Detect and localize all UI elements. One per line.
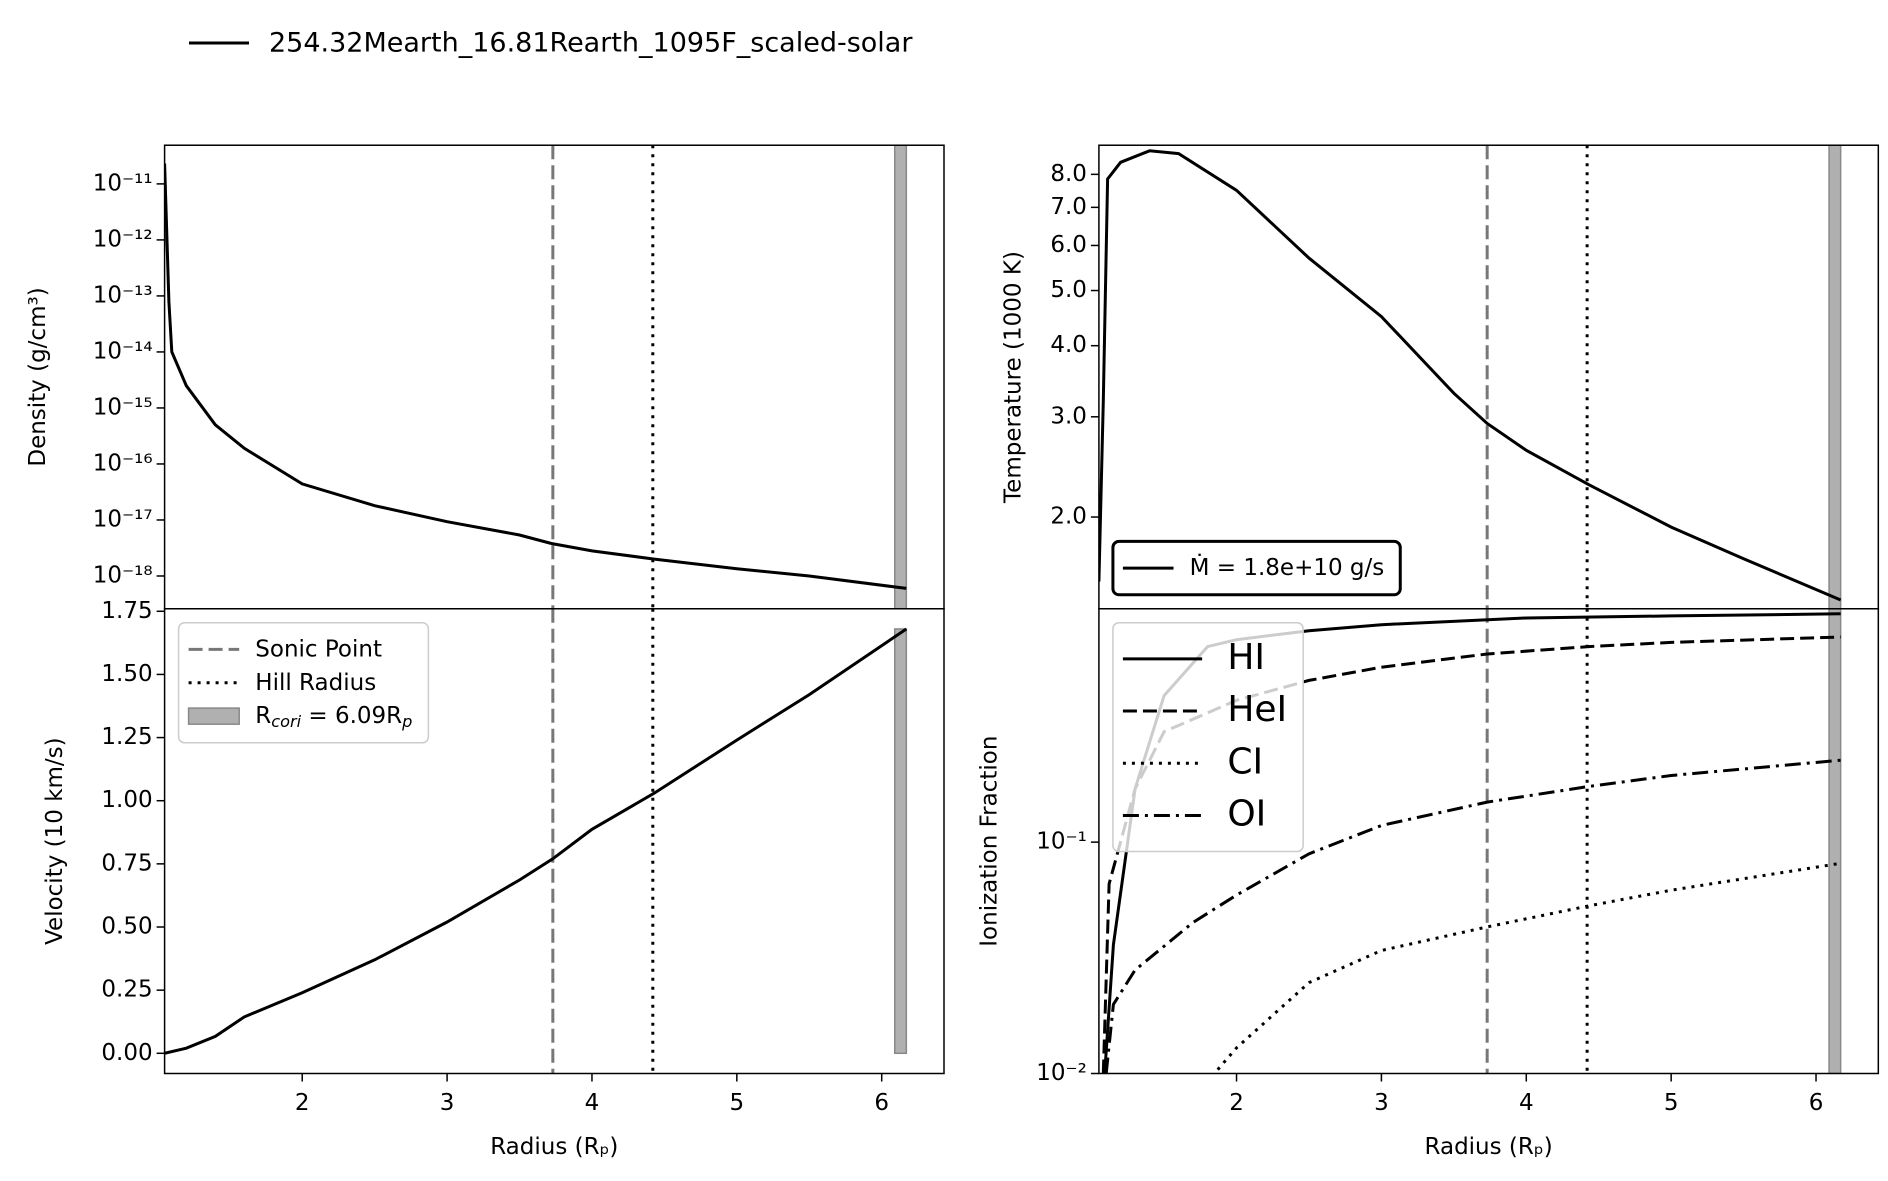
series-line	[1216, 861, 1841, 1071]
legend-label-part: = 6.09R	[301, 703, 402, 729]
y-axis-label: Velocity (10 km/s)	[42, 737, 68, 945]
legend-label: HI	[1227, 637, 1265, 678]
y-tick-label: 0.00	[101, 1040, 152, 1066]
y-tick-label: 10⁻²	[1036, 1060, 1087, 1086]
legend-label-part: cori	[271, 711, 301, 730]
y-tick-label: 10⁻¹¹	[93, 170, 153, 196]
y-tick-label: 5.0	[1050, 277, 1087, 303]
legend-label-part: OI	[1227, 793, 1266, 834]
y-tick-label: 10⁻¹³	[93, 282, 153, 308]
axes-frame	[1098, 608, 1880, 1075]
y-axis-label: Temperature (1000 K)	[1001, 251, 1027, 504]
legend-label-part: Ṁ = 1.8e+10 g/s	[1190, 553, 1385, 581]
legend-label: Hill Radius	[255, 669, 376, 695]
figure-legend: 254.32Mearth_16.81Rearth_1095F_scaled-so…	[269, 28, 913, 59]
legend-label-part: Hill Radius	[255, 669, 376, 695]
legend-label: OI	[1227, 793, 1266, 834]
legend-label-part: CI	[1227, 741, 1263, 782]
coriolis-band	[1828, 145, 1842, 609]
coriolis-band	[893, 145, 908, 609]
x-tick-label: 3	[440, 1090, 455, 1116]
y-axis-label: Ionization Fraction	[976, 736, 1002, 947]
plot-area	[164, 145, 908, 609]
y-tick-label: 1.50	[101, 661, 152, 687]
y-tick-label: 10⁻¹⁴	[93, 338, 153, 364]
series-line	[1101, 635, 1841, 1074]
y-tick-label: 1.00	[101, 787, 152, 813]
x-tick-label: 5	[730, 1090, 745, 1116]
axes-frame	[163, 608, 945, 1075]
x-axis-label: Radius (Rₚ)	[490, 1134, 618, 1160]
y-tick-label: 0.75	[101, 850, 152, 876]
y-tick-label: 10⁻¹⁵	[93, 394, 153, 420]
y-tick-label: 1.75	[101, 598, 152, 624]
coriolis-band	[893, 628, 908, 1055]
x-tick-label: 6	[1809, 1090, 1824, 1116]
legend-label: HeI	[1227, 689, 1287, 730]
legend-label-part: HeI	[1227, 689, 1287, 730]
legend-label-part: HI	[1227, 637, 1265, 678]
y-tick-label: 10⁻¹⁸	[93, 562, 153, 588]
legend-label: CI	[1227, 741, 1263, 782]
x-tick-label: 4	[585, 1090, 600, 1116]
legend-frame	[177, 622, 430, 744]
y-tick-label: 6.0	[1050, 232, 1087, 258]
legend: Sonic Point Hill Radius Rcori = 6.09Rp	[177, 622, 430, 744]
y-tick-label: 10⁻¹⁶	[93, 450, 153, 476]
x-tick-label: 2	[295, 1090, 310, 1116]
legend-frame	[1112, 622, 1304, 853]
legend-label-part: Sonic Point	[255, 636, 382, 662]
y-tick-label: 8.0	[1050, 161, 1087, 187]
legend-sample	[187, 707, 240, 725]
x-tick-label: 5	[1664, 1090, 1679, 1116]
y-tick-label: 0.50	[101, 914, 152, 940]
y-tick-label: 2.0	[1050, 504, 1087, 530]
x-tick-label: 3	[1374, 1090, 1389, 1116]
legend: HI HeI CI OI	[1112, 622, 1304, 853]
series-line	[1104, 758, 1841, 1074]
plot-area	[1098, 145, 1842, 609]
y-tick-label: 3.0	[1050, 403, 1087, 429]
x-tick-label: 6	[874, 1090, 889, 1116]
y-tick-label: 1.25	[101, 724, 152, 750]
y-tick-label: 7.0	[1050, 194, 1087, 220]
y-axis-label: Density (g/cm³)	[25, 287, 51, 466]
legend-label: Ṁ = 1.8e+10 g/s	[1190, 553, 1385, 581]
series-line	[164, 627, 908, 1055]
coriolis-band	[1828, 608, 1842, 1074]
x-tick-label: 4	[1519, 1090, 1534, 1116]
series-line	[164, 163, 907, 590]
y-tick-label: 0.25	[101, 977, 152, 1003]
legend-label: Sonic Point	[255, 636, 382, 662]
legend-label: Rcori = 6.09Rp	[255, 703, 412, 731]
legend-frame	[1111, 539, 1402, 597]
x-tick-label: 2	[1229, 1090, 1244, 1116]
x-axis-label: Radius (Rₚ)	[1425, 1134, 1553, 1160]
y-tick-label: 4.0	[1050, 332, 1087, 358]
y-tick-label: 10⁻¹²	[93, 226, 153, 252]
legend-label-part: p	[401, 711, 412, 730]
y-tick-label: 10⁻¹	[1036, 829, 1087, 855]
legend: Ṁ = 1.8e+10 g/s	[1111, 539, 1402, 597]
series-line	[1098, 149, 1842, 602]
legend-label-part: R	[255, 703, 271, 729]
y-tick-label: 10⁻¹⁷	[93, 506, 153, 532]
plot-area	[164, 608, 908, 1074]
